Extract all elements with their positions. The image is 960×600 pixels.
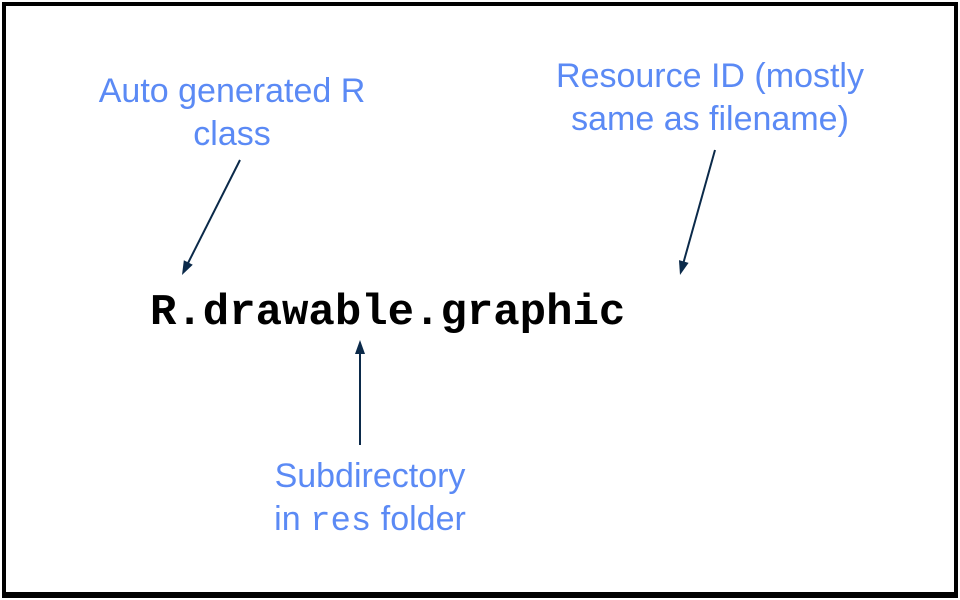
label-resource-id-line1: Resource ID (mostly <box>556 57 864 95</box>
label-subdirectory-line2-suffix: folder <box>371 500 466 538</box>
label-r-class: Auto generated R class <box>62 70 402 155</box>
label-subdirectory-line2-code: res <box>310 503 371 541</box>
label-subdirectory-line2-prefix: in <box>274 500 310 538</box>
label-subdirectory-line1: Subdirectory <box>275 457 466 495</box>
label-resource-id: Resource ID (mostly same as filename) <box>510 55 910 140</box>
label-resource-id-line2: same as filename) <box>571 100 849 138</box>
label-r-class-line1: Auto generated R <box>99 72 366 110</box>
code-expression: R.drawable.graphic <box>150 288 625 338</box>
label-subdirectory: Subdirectory in res folder <box>210 455 530 543</box>
label-r-class-line2: class <box>193 115 270 153</box>
